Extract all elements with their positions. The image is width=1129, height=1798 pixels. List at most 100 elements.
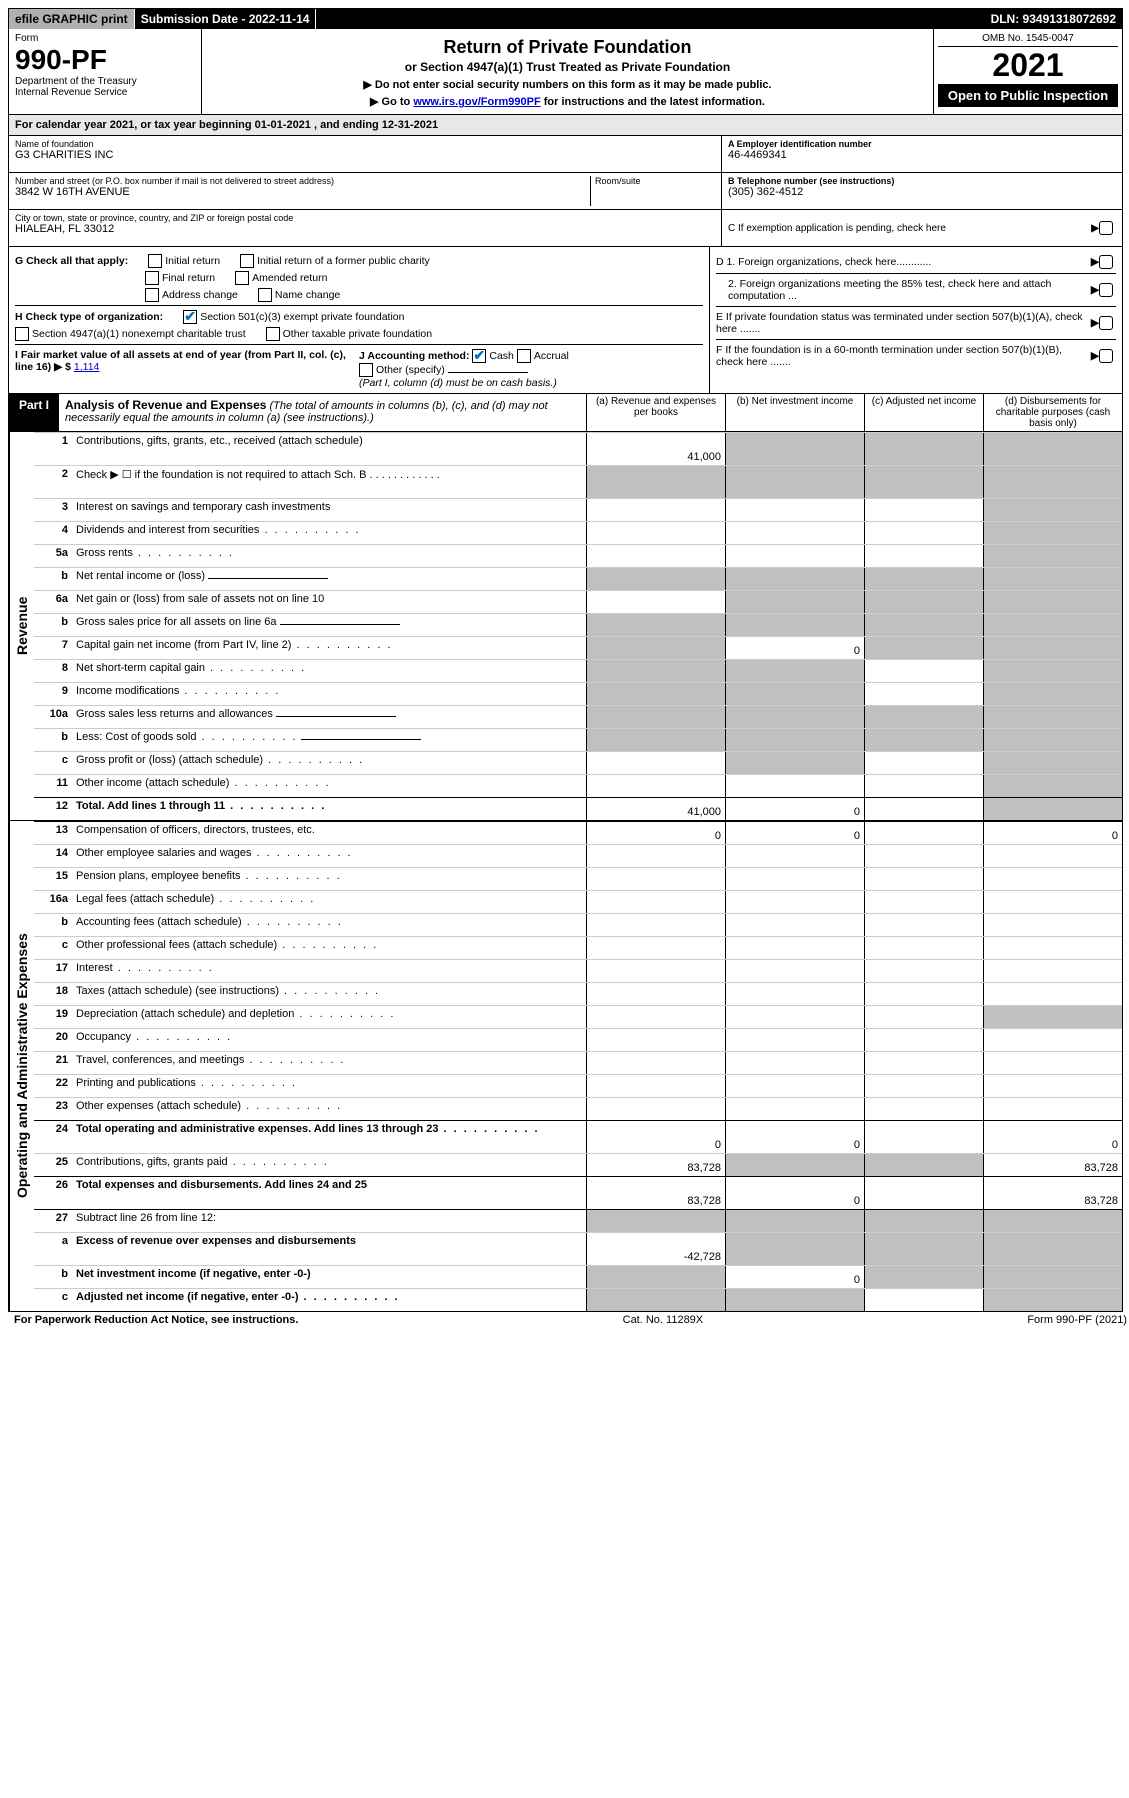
cell-d (983, 466, 1122, 498)
cb-amended[interactable] (235, 271, 249, 285)
cell-d (983, 845, 1122, 867)
line-number: 2 (34, 466, 72, 498)
irs-link[interactable]: www.irs.gov/Form990PF (413, 96, 540, 108)
g-label: G Check all that apply: (15, 255, 128, 267)
line-desc: Contributions, gifts, grants paid (72, 1154, 586, 1176)
cb-address-change[interactable] (145, 288, 159, 302)
cell-a: 0 (586, 822, 725, 844)
cb-final[interactable] (145, 271, 159, 285)
part1-desc: Analysis of Revenue and Expenses (The to… (59, 394, 586, 431)
line-desc: Contributions, gifts, grants, etc., rece… (72, 433, 586, 465)
instr-1: ▶ Do not enter social security numbers o… (208, 78, 927, 91)
line-number: 6a (34, 591, 72, 613)
cell-a: 41,000 (586, 798, 725, 820)
cb-4947[interactable] (15, 327, 29, 341)
line-23: 23Other expenses (attach schedule) (34, 1097, 1122, 1120)
cell-c (864, 1154, 983, 1176)
line-b: bLess: Cost of goods sold (34, 728, 1122, 751)
line-2: 2Check ▶ ☐ if the foundation is not requ… (34, 465, 1122, 498)
fmv-value[interactable]: 1,114 (74, 361, 100, 373)
cell-d (983, 891, 1122, 913)
cell-d (983, 522, 1122, 544)
cell-b (725, 499, 864, 521)
cb-other-taxable[interactable] (266, 327, 280, 341)
cell-d (983, 433, 1122, 465)
cb-cash[interactable] (472, 349, 486, 363)
col-a-header: (a) Revenue and expenses per books (586, 394, 725, 431)
line-c: cAdjusted net income (if negative, enter… (34, 1288, 1122, 1311)
line-desc: Check ▶ ☐ if the foundation is not requi… (72, 466, 586, 498)
line-26: 26Total expenses and disbursements. Add … (34, 1176, 1122, 1209)
line-number: 18 (34, 983, 72, 1005)
name-label: Name of foundation (15, 139, 715, 149)
ein-label: A Employer identification number (728, 139, 1116, 149)
line-number: 9 (34, 683, 72, 705)
cb-name-change[interactable] (258, 288, 272, 302)
foundation-name: G3 CHARITIES INC (15, 149, 715, 161)
cell-a (586, 1289, 725, 1311)
line-19: 19Depreciation (attach schedule) and dep… (34, 1005, 1122, 1028)
cell-d (983, 729, 1122, 751)
cb-accrual[interactable] (517, 349, 531, 363)
top-bar: efile GRAPHIC print Submission Date - 20… (9, 9, 1122, 29)
cell-b (725, 868, 864, 890)
line-a: aExcess of revenue over expenses and dis… (34, 1232, 1122, 1265)
j-note: (Part I, column (d) must be on cash basi… (359, 377, 557, 389)
cell-a (586, 499, 725, 521)
cell-c (864, 822, 983, 844)
cell-a (586, 983, 725, 1005)
cb-e[interactable] (1099, 316, 1113, 330)
cb-d2[interactable] (1099, 283, 1113, 297)
line-number: 24 (34, 1121, 72, 1153)
cb-501c3[interactable] (183, 310, 197, 324)
addr-label: Number and street (or P.O. box number if… (15, 176, 590, 186)
cell-a: 83,728 (586, 1154, 725, 1176)
cell-a (586, 775, 725, 797)
line-desc: Gross rents (72, 545, 586, 567)
line-number: 3 (34, 499, 72, 521)
cell-d: 0 (983, 1121, 1122, 1153)
cb-initial-return[interactable] (148, 254, 162, 268)
cell-d: 83,728 (983, 1177, 1122, 1209)
line-desc: Other professional fees (attach schedule… (72, 937, 586, 959)
address: 3842 W 16TH AVENUE (15, 186, 590, 198)
line-desc: Other expenses (attach schedule) (72, 1098, 586, 1120)
cell-d (983, 1029, 1122, 1051)
cb-d1[interactable] (1099, 255, 1113, 269)
cell-a (586, 1052, 725, 1074)
cell-b (725, 1233, 864, 1265)
dept: Department of the Treasury (15, 76, 195, 87)
line-1: 1Contributions, gifts, grants, etc., rec… (34, 432, 1122, 465)
line-desc: Net rental income or (loss) (72, 568, 586, 590)
cell-d (983, 937, 1122, 959)
line-desc: Printing and publications (72, 1075, 586, 1097)
line-11: 11Other income (attach schedule) (34, 774, 1122, 797)
cb-f[interactable] (1099, 349, 1113, 363)
cell-c (864, 1210, 983, 1232)
h-label: H Check type of organization: (15, 311, 163, 323)
cell-a (586, 960, 725, 982)
cb-other-method[interactable] (359, 363, 373, 377)
cell-a (586, 522, 725, 544)
line-number: b (34, 914, 72, 936)
line-number: 12 (34, 798, 72, 820)
cell-d (983, 1052, 1122, 1074)
line-number: 21 (34, 1052, 72, 1074)
cell-d (983, 752, 1122, 774)
line-number: b (34, 614, 72, 636)
line-desc: Net gain or (loss) from sale of assets n… (72, 591, 586, 613)
cell-d (983, 614, 1122, 636)
cell-b: 0 (725, 822, 864, 844)
footer-right: Form 990-PF (2021) (1027, 1314, 1127, 1326)
f-label: F If the foundation is in a 60-month ter… (716, 344, 1091, 368)
cell-c (864, 1006, 983, 1028)
cell-d (983, 775, 1122, 797)
cb-initial-former[interactable] (240, 254, 254, 268)
header-right: OMB No. 1545-0047 2021 Open to Public In… (933, 29, 1122, 114)
cell-c (864, 937, 983, 959)
cell-c (864, 775, 983, 797)
line-number: 1 (34, 433, 72, 465)
c-checkbox[interactable] (1099, 221, 1113, 235)
line-18: 18Taxes (attach schedule) (see instructi… (34, 982, 1122, 1005)
submission-date: Submission Date - 2022-11-14 (135, 9, 317, 29)
